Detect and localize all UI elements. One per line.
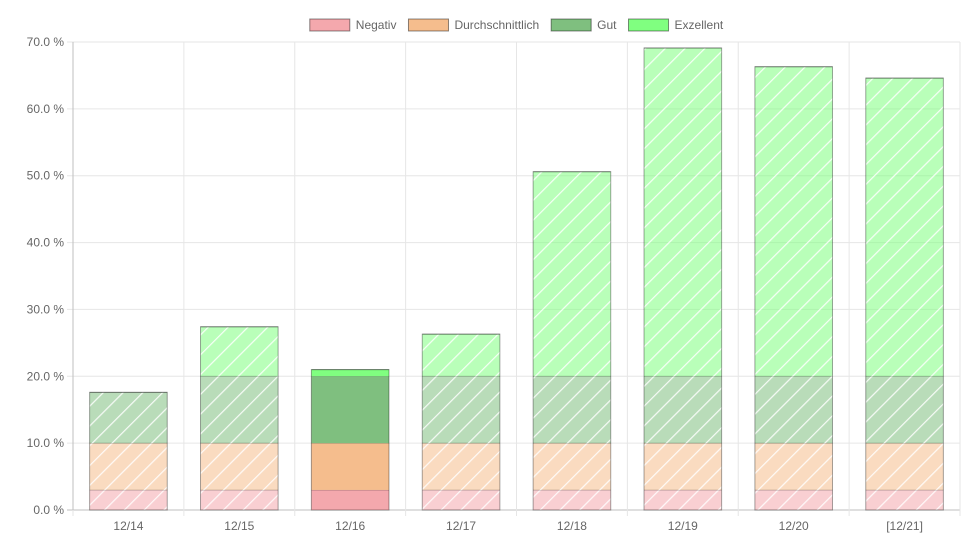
x-tick-label: 12/15 [224,519,254,533]
y-tick-label: 50.0 % [27,169,65,183]
bar-hatch [754,443,833,490]
bar-outline [865,77,944,511]
bar-hatch [200,326,279,377]
legend-swatch-gut[interactable] [550,18,592,32]
bar-hatch [533,171,611,377]
bar-hatch [644,443,722,490]
bar-outline [754,66,833,511]
bar-outline [89,391,168,511]
bar-hatch [754,376,833,444]
x-tick-label: [12/21] [886,519,923,533]
bar-hatch [865,443,944,490]
bar-hatch [533,489,611,510]
bar-hatch [422,489,500,510]
bar-hatch [865,376,944,444]
bar-hatch [422,443,500,490]
bar-outline [200,326,279,511]
x-tick-label: 12/14 [113,519,143,533]
bar-hatch [89,489,168,510]
bar-hatch [865,489,944,510]
bar-hatch [644,376,722,444]
y-tick-label: 20.0 % [27,369,65,383]
bar-hatch [533,376,611,444]
x-tick-label: 12/18 [557,519,587,533]
bar-segment-durchschnittlich[interactable] [311,443,389,490]
legend-label[interactable]: Negativ [356,18,397,32]
grid-lines [67,41,961,516]
bar-outline [310,369,390,511]
bar-hatch [644,489,722,510]
bar-hatch [89,392,168,444]
y-tick-label: 0.0 % [33,503,64,517]
legend-label[interactable]: Exzellent [675,18,724,32]
bar-hatch [200,443,279,490]
y-tick-label: 60.0 % [27,102,65,116]
legend-swatch-exzellent[interactable] [628,18,670,32]
bar-outline [421,333,501,511]
legend-label[interactable]: Gut [597,18,617,32]
legend: Negativ Durchschnittlich Gut Exzellent [309,18,724,32]
axes: 0.0 % 10.0 % 20.0 % 30.0 % 40.0 % 50.0 % 60.0 … [27,35,923,533]
bar-hatch [200,376,279,444]
bar-hatch [644,48,722,377]
legend-label[interactable]: Durchschnittlich [454,18,539,32]
y-tick-label: 40.0 % [27,236,65,250]
y-tick-label: 30.0 % [27,302,65,316]
bar-segment-gut[interactable] [311,376,389,444]
bar-segment-negativ[interactable] [311,489,389,510]
y-tick-label: 70.0 % [27,35,65,49]
bar-segment-exzellent[interactable] [311,369,389,377]
legend-swatch-negativ[interactable] [309,18,351,32]
x-tick-label: 12/20 [779,519,809,533]
x-tick-label: 12/19 [668,519,698,533]
bar-hatch [865,78,944,377]
x-tick-label: 12/16 [335,519,365,533]
legend-swatch-durchschnittlich[interactable] [407,18,449,32]
bar-hatch [200,489,279,510]
x-tick-label: 12/17 [446,519,476,533]
bar-outline [643,47,723,511]
bars [89,47,944,511]
bar-hatch [754,66,833,377]
bar-hatch [533,443,611,490]
y-tick-label: 10.0 % [27,436,65,450]
bar-hatch [89,443,168,490]
bar-outline [532,171,612,511]
bar-hatch [422,334,500,377]
bar-hatch [422,376,500,444]
bar-hatch [754,489,833,510]
